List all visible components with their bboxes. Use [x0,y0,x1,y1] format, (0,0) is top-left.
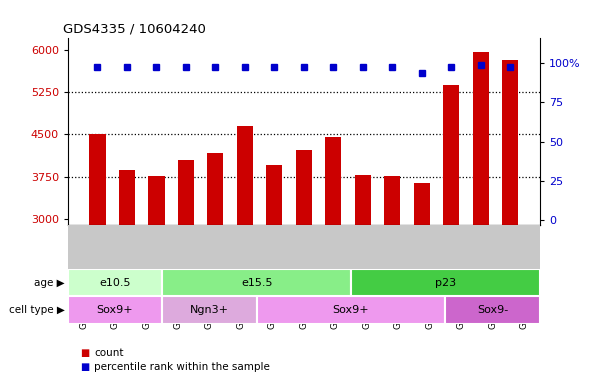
Text: ■: ■ [80,362,89,372]
Text: age ▶: age ▶ [34,278,65,288]
Bar [178,160,194,384]
Bar [237,126,253,384]
Text: Sox9+: Sox9+ [97,305,133,315]
Text: ■: ■ [80,348,89,358]
Bar [384,176,401,384]
Bar [296,150,312,384]
Text: Ngn3+: Ngn3+ [190,305,229,315]
Bar [119,170,135,384]
Text: e15.5: e15.5 [241,278,273,288]
Bar [89,134,106,384]
Bar [162,296,257,324]
Text: Sox9+: Sox9+ [333,305,369,315]
Bar [502,60,519,384]
Text: Sox9-: Sox9- [477,305,508,315]
Text: count: count [94,348,124,358]
Bar [162,269,351,296]
Text: cell type ▶: cell type ▶ [9,305,65,315]
Bar [266,166,283,384]
Text: GDS4335 / 10604240: GDS4335 / 10604240 [63,23,206,36]
Bar [445,296,540,324]
Bar [414,183,430,384]
Bar [148,176,165,384]
Bar [257,296,445,324]
Bar [68,269,162,296]
Bar [473,52,489,384]
Text: percentile rank within the sample: percentile rank within the sample [94,362,270,372]
Bar [355,175,371,384]
Text: p23: p23 [435,278,456,288]
Bar [351,269,540,296]
Text: e10.5: e10.5 [99,278,131,288]
Bar [207,153,224,384]
Bar [68,296,162,324]
Bar [325,137,342,384]
Bar [443,85,460,384]
